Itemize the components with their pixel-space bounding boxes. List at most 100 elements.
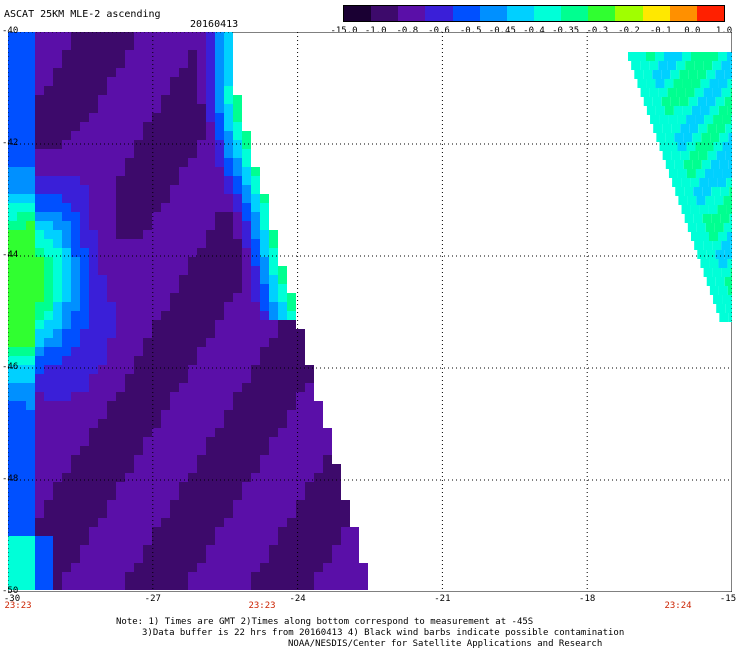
swath-cell — [62, 86, 71, 95]
swath-cell — [188, 329, 197, 338]
swath-cell — [44, 338, 53, 347]
swath-cell — [143, 383, 152, 392]
swath-cell — [152, 365, 161, 374]
swath-cell — [296, 356, 305, 365]
swath-cell — [116, 563, 125, 572]
swath-cell — [80, 581, 89, 590]
swath-cell — [152, 320, 161, 329]
swath-cell — [98, 95, 107, 104]
swath-cell — [98, 221, 107, 230]
swath-cell — [89, 50, 98, 59]
swath-cell — [8, 509, 17, 518]
swath-cell — [251, 239, 260, 248]
colorbar-segment — [425, 6, 453, 21]
swath-cell — [224, 563, 233, 572]
swath-cell — [215, 392, 224, 401]
swath-cell — [688, 97, 698, 106]
swath-cell — [107, 95, 116, 104]
swath-cell — [35, 518, 44, 527]
swath-cell — [719, 160, 729, 169]
swath-cell — [197, 140, 206, 149]
swath-cell — [161, 50, 170, 59]
swath-cell — [143, 212, 152, 221]
swath-cell — [242, 563, 251, 572]
swath-cell — [350, 536, 359, 545]
swath-cell — [233, 176, 242, 185]
swath-cell — [44, 32, 53, 41]
swath-cell — [8, 545, 17, 554]
swath-cell — [206, 581, 215, 590]
swath-cell — [107, 563, 116, 572]
swath-cell — [242, 482, 251, 491]
swath-cell — [197, 167, 206, 176]
swath-cell — [8, 275, 17, 284]
swath-cell — [53, 113, 62, 122]
swath-cell — [729, 214, 732, 223]
time-label: 23:24 — [664, 601, 692, 611]
swath-cell — [251, 446, 260, 455]
swath-cell — [251, 212, 260, 221]
swath-cell — [314, 491, 323, 500]
swath-cell — [714, 223, 724, 232]
swath-cell — [233, 248, 242, 257]
swath-cell — [89, 500, 98, 509]
swath-cell — [17, 347, 26, 356]
swath-cell — [224, 437, 233, 446]
swath-cell — [242, 302, 251, 311]
swath-cell — [731, 295, 732, 304]
swath-cell — [26, 365, 35, 374]
swath-cell — [89, 572, 98, 581]
swath-cell — [161, 104, 170, 113]
swath-cell — [251, 581, 260, 590]
swath-cell — [179, 248, 188, 257]
swath-cell — [8, 383, 17, 392]
swath-cell — [224, 491, 233, 500]
colorbar-segment — [371, 6, 399, 21]
note-line-3: NOAA/NESDIS/Center for Satellite Applica… — [288, 639, 603, 649]
swath-cell — [53, 545, 62, 554]
swath-cell — [26, 68, 35, 77]
swath-cell — [35, 419, 44, 428]
swath-cell — [179, 167, 188, 176]
swath-cell — [305, 383, 314, 392]
swath-cell — [134, 41, 143, 50]
swath-cell — [206, 113, 215, 122]
swath-cell — [709, 286, 719, 295]
swath-cell — [98, 59, 107, 68]
swath-cell — [179, 572, 188, 581]
swath-cell — [197, 473, 206, 482]
swath-cell — [287, 500, 296, 509]
swath-cell — [71, 545, 80, 554]
swath-cell — [314, 428, 323, 437]
swath-cell — [242, 149, 251, 158]
swath-cell — [116, 311, 125, 320]
swath-cell — [260, 473, 269, 482]
swath-cell — [107, 446, 116, 455]
swath-cell — [71, 338, 80, 347]
swath-cell — [679, 70, 689, 79]
swath-cell — [233, 410, 242, 419]
swath-cell — [107, 572, 116, 581]
swath-cell — [188, 581, 197, 590]
swath-cell — [62, 509, 71, 518]
swath-cell — [8, 536, 17, 545]
swath-cell — [44, 347, 53, 356]
grid-lines — [8, 32, 732, 592]
swath-cell — [62, 257, 71, 266]
swath-cell — [188, 491, 197, 500]
swath-cell — [26, 545, 35, 554]
swath-cell — [107, 230, 116, 239]
swath-cell — [134, 167, 143, 176]
swath-cell — [17, 284, 26, 293]
swath-cell — [107, 32, 116, 41]
swath-cell — [278, 563, 287, 572]
swath-cell — [116, 392, 125, 401]
swath-cell — [233, 212, 242, 221]
swath-cell — [350, 545, 359, 554]
swath-cell — [8, 95, 17, 104]
swath-cell — [215, 428, 224, 437]
swath-cell — [161, 428, 170, 437]
swath-cell — [170, 527, 179, 536]
colorbar — [343, 5, 725, 22]
swath-cell — [206, 221, 215, 230]
